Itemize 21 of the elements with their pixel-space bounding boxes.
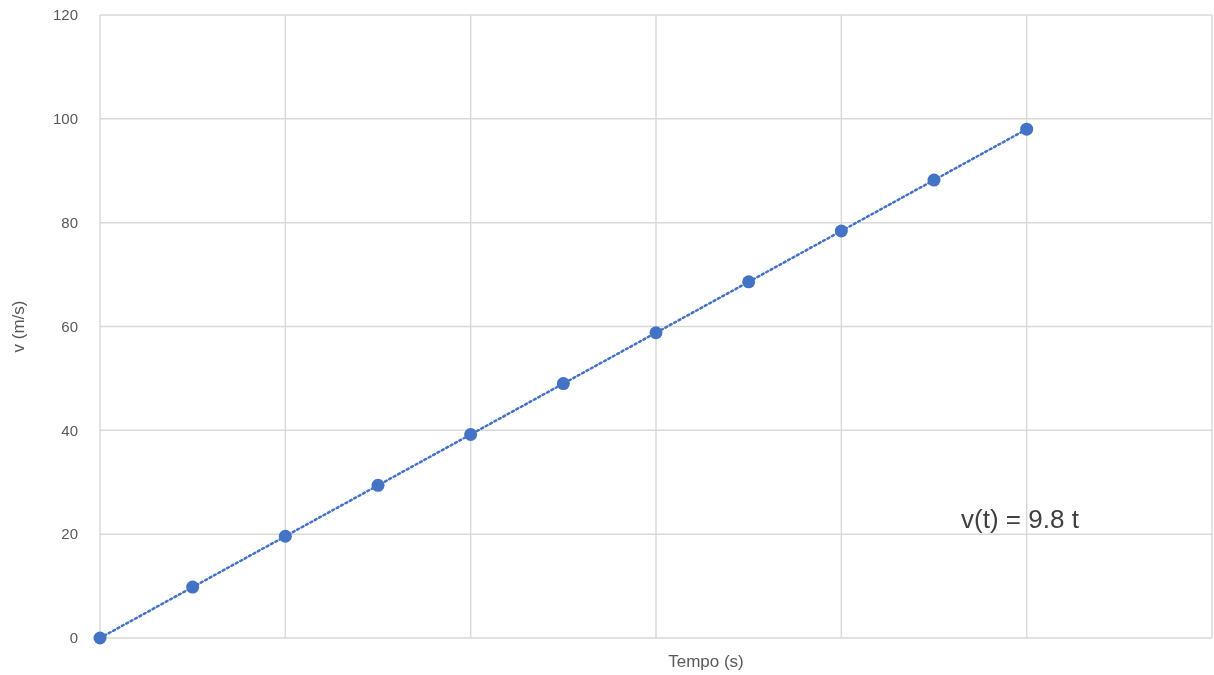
point <box>834 224 848 238</box>
y-tick-label: 20 <box>61 525 78 543</box>
point <box>371 478 385 492</box>
y-tick-label: 120 <box>52 6 78 24</box>
y-tick-label: 80 <box>61 213 78 231</box>
y-tick-label: 60 <box>61 317 78 335</box>
x-axis-title: Tempo (s) <box>668 652 744 671</box>
y-tick-label: 100 <box>52 110 78 128</box>
point <box>464 427 478 441</box>
point <box>93 631 107 645</box>
point <box>649 326 663 340</box>
point <box>186 580 200 594</box>
y-tick-label: 40 <box>61 421 78 439</box>
point <box>742 275 756 289</box>
point <box>556 377 570 391</box>
point <box>927 173 941 187</box>
point <box>278 529 292 543</box>
y-tick-label: 0 <box>69 629 78 647</box>
point <box>1020 122 1034 136</box>
annotation: v(t) = 9.8 t <box>961 504 1080 534</box>
y-axis-title: v (m/s) <box>9 300 28 353</box>
